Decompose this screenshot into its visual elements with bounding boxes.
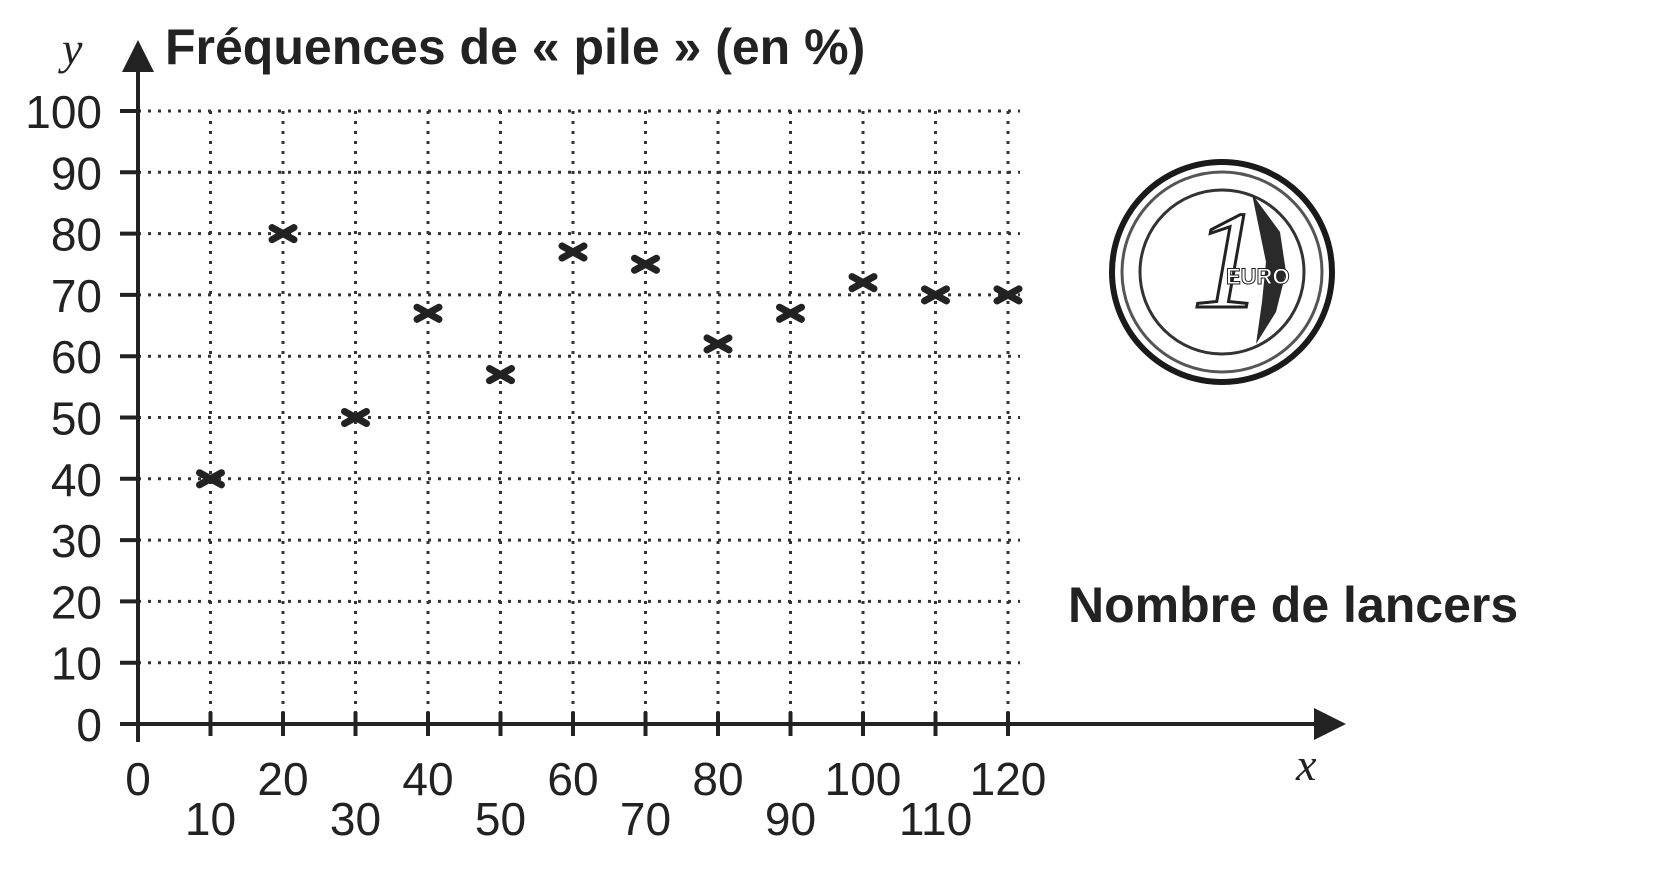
x-axis-label: Nombre de lancers (1068, 577, 1518, 633)
chart-title: Fréquences de « pile » (en %) (165, 19, 865, 75)
y-tick-label: 0 (76, 699, 102, 751)
coin-map-shape (1252, 194, 1286, 344)
x-tick-label: 110 (899, 793, 972, 845)
data-point (848, 273, 878, 293)
x-tick-label: 80 (692, 753, 743, 805)
coin-denomination: 1 (1192, 183, 1262, 338)
coin-inscription: EURO (1226, 264, 1290, 289)
data-point (921, 285, 950, 305)
y-axis-variable: y (58, 23, 83, 74)
data-point-stroke (196, 469, 225, 489)
y-tick-label: 80 (51, 209, 102, 261)
x-axis-variable: x (1295, 739, 1317, 790)
data-point (776, 303, 805, 323)
data-point (993, 285, 1023, 305)
x-tick-label: 100 (825, 753, 902, 805)
axes (120, 40, 1346, 742)
data-point-stroke (341, 407, 370, 428)
data-point (631, 254, 660, 274)
data-point-stroke (848, 273, 878, 293)
x-tick-label: 50 (475, 793, 526, 845)
data-point-stroke (486, 365, 515, 385)
x-tick-label: 10 (185, 793, 236, 845)
data-point-stroke (268, 224, 298, 244)
x-tick-label: 60 (547, 753, 598, 805)
data-point-stroke (993, 285, 1023, 305)
x-axis-arrow (1314, 708, 1346, 740)
y-tick-label: 90 (51, 147, 102, 199)
data-point-stroke (921, 285, 950, 305)
data-point (196, 469, 225, 489)
y-tick-label: 50 (51, 393, 102, 445)
x-tick-label: 70 (620, 793, 671, 845)
tick-labels: 0102030405060708090100010203040506070809… (25, 86, 1046, 845)
data-point (558, 242, 588, 262)
data-point-stroke (703, 334, 733, 354)
data-point (268, 224, 298, 244)
x-tick-label: 20 (257, 753, 308, 805)
data-point (703, 334, 733, 354)
data-point (486, 365, 515, 385)
euro-coin-icon: 1 EURO (1109, 159, 1335, 385)
y-tick-label: 70 (51, 270, 102, 322)
y-tick-label: 10 (51, 638, 102, 690)
y-tick-label: 60 (51, 331, 102, 383)
y-tick-label: 20 (51, 576, 102, 628)
data-point (413, 303, 443, 323)
data-point-stroke (631, 254, 660, 274)
data-point-stroke (413, 303, 443, 323)
x-tick-label: 90 (765, 793, 816, 845)
y-tick-label: 100 (25, 86, 102, 138)
x-tick-label: 0 (125, 753, 151, 805)
data-point-stroke (558, 242, 588, 262)
data-point-stroke (776, 303, 805, 323)
y-tick-label: 40 (51, 454, 102, 506)
x-tick-label: 120 (970, 753, 1047, 805)
x-tick-label: 30 (330, 793, 381, 845)
grid (138, 109, 1020, 724)
data-points (196, 224, 1023, 489)
data-point (341, 407, 370, 428)
y-tick-label: 30 (51, 515, 102, 567)
x-tick-label: 40 (402, 753, 453, 805)
y-axis-arrow (122, 40, 154, 72)
